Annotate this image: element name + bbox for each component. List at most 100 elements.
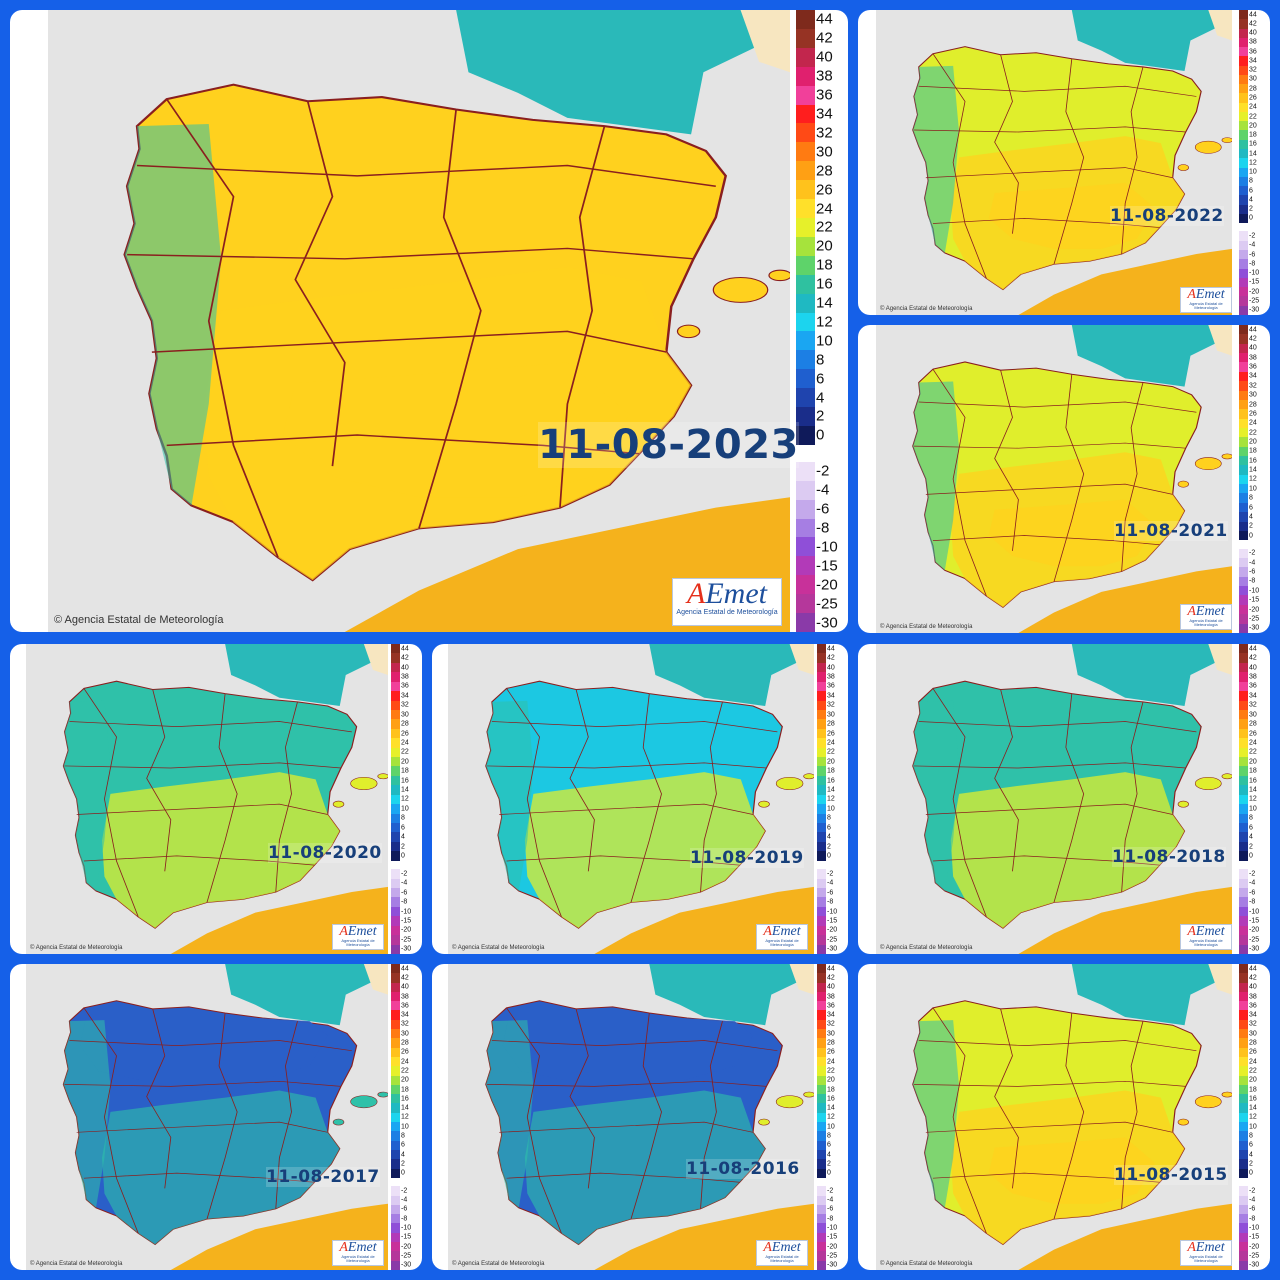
legend-label: 24 bbox=[1249, 419, 1257, 427]
legend-label: 8 bbox=[401, 814, 405, 822]
legend-swatch: 38 bbox=[796, 66, 833, 86]
legend-swatch: -4 bbox=[796, 480, 829, 500]
legend-swatch: 34 bbox=[391, 1010, 409, 1020]
legend-label: 38 bbox=[401, 673, 409, 681]
legend-label: -6 bbox=[1249, 568, 1256, 576]
aemet-logo: AEmet Agencia Estatal de Meteorología bbox=[1180, 604, 1232, 630]
legend-label: 6 bbox=[827, 1141, 831, 1149]
legend-swatch: 24 bbox=[796, 199, 833, 218]
legend-swatch: 18 bbox=[391, 766, 409, 776]
aemet-logo: AEmet Agencia Estatal de Meteorología bbox=[1180, 1240, 1232, 1266]
legend-swatch: 0 bbox=[391, 851, 405, 861]
legend-swatch: 22 bbox=[817, 1066, 835, 1076]
legend-swatch: 8 bbox=[1239, 176, 1253, 187]
legend-label: 22 bbox=[827, 748, 835, 756]
legend-label: 32 bbox=[401, 701, 409, 709]
legend-swatch: -6 bbox=[1239, 1204, 1255, 1215]
legend-swatch: 32 bbox=[391, 700, 409, 710]
legend-label: -25 bbox=[401, 1252, 412, 1260]
legend-swatch: 26 bbox=[817, 728, 835, 739]
legend-swatch: 20 bbox=[817, 1075, 835, 1085]
map-panel-2020: 44 42 40 38 36 34 32 30 28 26 24 22 20 18 16 14 12 10 8 6 4 2… bbox=[10, 644, 422, 954]
legend-label: 38 bbox=[401, 993, 409, 1001]
legend-swatch: 18 bbox=[796, 255, 833, 275]
legend-label: 8 bbox=[1249, 494, 1253, 502]
legend-label: 38 bbox=[1249, 673, 1257, 681]
legend-swatch: -30 bbox=[1239, 305, 1259, 315]
legend-swatch: 0 bbox=[1239, 851, 1253, 861]
aemet-logo: AEmet Agencia Estatal de Meteorología bbox=[1180, 287, 1232, 313]
legend-swatch: -2 bbox=[1239, 548, 1255, 559]
legend-swatch: -30 bbox=[391, 944, 411, 954]
legend-swatch: 38 bbox=[1239, 37, 1257, 48]
legend-label: 24 bbox=[1249, 739, 1257, 747]
legend-label: -8 bbox=[827, 898, 834, 906]
legend-swatch: 28 bbox=[391, 1038, 409, 1048]
legend-swatch: 22 bbox=[1239, 111, 1257, 122]
legend-label: 34 bbox=[401, 692, 409, 700]
legend-swatch: -20 bbox=[391, 1241, 411, 1252]
legend-swatch: -2 bbox=[817, 1186, 833, 1196]
copyright-label: © Agencia Estatal de Meteorología bbox=[880, 945, 973, 951]
legend-label: 36 bbox=[1249, 48, 1257, 56]
legend-label: 0 bbox=[1249, 852, 1253, 860]
map-date-label: 11-08-2021 bbox=[1114, 521, 1228, 541]
legend-swatch: 30 bbox=[391, 709, 409, 720]
legend-swatch: -10 bbox=[1239, 586, 1259, 596]
color-scale-legend: 44 42 40 38 36 34 32 30 28 26 24 22 20 18 16 14 12 10 8 6 4 2… bbox=[391, 964, 411, 1270]
legend-label: -4 bbox=[1249, 1196, 1256, 1204]
legend-swatch: 40 bbox=[817, 982, 835, 992]
legend-swatch: 20 bbox=[796, 236, 833, 256]
iberia-map-drawing bbox=[448, 644, 814, 954]
legend-swatch: 10 bbox=[1239, 1122, 1257, 1132]
legend-label: -30 bbox=[401, 1261, 412, 1269]
aemet-logo: AEmet Agencia Estatal de Meteorología bbox=[672, 578, 782, 626]
legend-swatch: -4 bbox=[391, 1195, 407, 1205]
legend-swatch: 18 bbox=[1239, 1084, 1257, 1095]
legend-label: 40 bbox=[1249, 983, 1257, 991]
legend-swatch: 26 bbox=[817, 1047, 835, 1057]
legend-label: -20 bbox=[1249, 606, 1260, 614]
legend-swatch: 42 bbox=[1239, 19, 1257, 29]
legend-swatch: 14 bbox=[1239, 1103, 1257, 1113]
copyright-label: © Agencia Estatal de Meteorología bbox=[452, 945, 545, 951]
legend-label: 44 bbox=[827, 965, 835, 973]
legend-label: 32 bbox=[1249, 382, 1257, 390]
legend-swatch: -30 bbox=[796, 613, 838, 632]
legend-swatch: 2 bbox=[1239, 1159, 1253, 1169]
legend-label: 16 bbox=[816, 275, 833, 293]
legend-swatch: 28 bbox=[817, 1038, 835, 1048]
legend-swatch: 34 bbox=[391, 691, 409, 701]
legend-swatch: 42 bbox=[817, 653, 835, 663]
legend-label: 10 bbox=[401, 805, 409, 813]
legend-swatch: 24 bbox=[817, 738, 835, 748]
legend-label: -4 bbox=[816, 481, 830, 499]
legend-swatch: 20 bbox=[1239, 437, 1257, 447]
legend-label: 0 bbox=[401, 852, 405, 860]
legend-label: 12 bbox=[1249, 475, 1257, 483]
legend-label: 28 bbox=[1249, 720, 1257, 728]
legend-swatch: 4 bbox=[391, 1149, 405, 1160]
legend-swatch: 42 bbox=[1239, 653, 1257, 663]
legend-swatch: 10 bbox=[1239, 167, 1257, 177]
legend-label: -30 bbox=[401, 945, 412, 953]
iberia-map-drawing bbox=[448, 964, 814, 1270]
map-date-label: 11-08-2016 bbox=[686, 1159, 800, 1179]
legend-label: 42 bbox=[827, 654, 835, 662]
legend-swatch: 20 bbox=[1239, 121, 1257, 131]
legend-swatch: -30 bbox=[1239, 623, 1259, 633]
copyright-label: © Agencia Estatal de Meteorología bbox=[30, 1261, 123, 1267]
legend-swatch: -25 bbox=[1239, 296, 1259, 306]
legend-swatch: -4 bbox=[1239, 558, 1255, 568]
legend-label: 22 bbox=[827, 1067, 835, 1075]
legend-swatch: -4 bbox=[1239, 240, 1255, 250]
legend-label: 26 bbox=[827, 1048, 835, 1056]
legend-swatch: 42 bbox=[391, 653, 409, 663]
copyright-label: © Agencia Estatal de Meteorología bbox=[880, 1261, 973, 1267]
legend-label: -15 bbox=[401, 1233, 412, 1241]
legend-swatch: 32 bbox=[796, 123, 833, 143]
legend-label: 42 bbox=[827, 974, 835, 982]
legend-label: 22 bbox=[401, 748, 409, 756]
legend-label: 32 bbox=[827, 1020, 835, 1028]
legend-gap bbox=[1239, 540, 1248, 549]
